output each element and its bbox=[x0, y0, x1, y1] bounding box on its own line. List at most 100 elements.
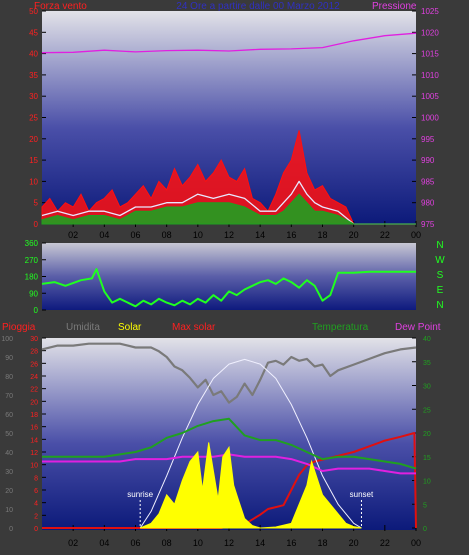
pioggia-tick-label: 6 bbox=[34, 488, 38, 495]
x-bottom-label: 22 bbox=[380, 538, 390, 548]
pioggia-tick-label: 22 bbox=[30, 387, 38, 394]
compass-label: E bbox=[437, 285, 444, 296]
pioggia-tick-label: 16 bbox=[30, 425, 38, 432]
temp-tick-label: 5 bbox=[423, 502, 427, 509]
sunset-label: sunset bbox=[350, 490, 374, 499]
umidita-tick-label: 30 bbox=[5, 469, 13, 476]
x-bottom-label: 20 bbox=[349, 538, 359, 548]
direction-tick-label: 360 bbox=[25, 239, 39, 248]
series-direzione-vento bbox=[41, 268, 416, 308]
pioggia-tick-label: 12 bbox=[30, 450, 38, 457]
series-max-solar bbox=[139, 358, 362, 529]
pioggia-tick-label: 26 bbox=[30, 361, 38, 368]
x-bottom-label: 08 bbox=[162, 538, 172, 548]
pioggia-tick-label: 0 bbox=[34, 526, 38, 533]
x-top-label: 04 bbox=[99, 230, 109, 240]
temp-tick-label: 30 bbox=[423, 384, 431, 391]
pioggia-tick-label: 4 bbox=[34, 501, 38, 508]
y-right-tick-label: 1015 bbox=[421, 50, 439, 59]
series-umidita bbox=[41, 342, 417, 404]
umidita-tick-label: 100 bbox=[1, 336, 13, 343]
pioggia-tick-label: 28 bbox=[30, 349, 38, 356]
x-top-label: 12 bbox=[224, 230, 234, 240]
bottom-legend-label: Solar bbox=[118, 322, 142, 333]
umidita-tick-label: 70 bbox=[5, 393, 13, 400]
series-forza-vento bbox=[41, 130, 416, 225]
pioggia-tick-label: 18 bbox=[30, 412, 38, 419]
x-bottom-label: 00 bbox=[411, 538, 421, 548]
series-temperatura bbox=[42, 417, 417, 470]
x-bottom-label: 14 bbox=[255, 538, 265, 548]
x-bottom-label: 04 bbox=[99, 538, 109, 548]
temp-tick-label: 15 bbox=[423, 455, 431, 462]
bottom-legend-label: Pioggia bbox=[2, 322, 36, 333]
umidita-tick-label: 80 bbox=[5, 374, 13, 381]
y-right-tick-label: 1000 bbox=[421, 114, 439, 123]
y-left-tick-label: 5 bbox=[34, 199, 39, 208]
pioggia-tick-label: 10 bbox=[30, 463, 38, 470]
x-top-label: 06 bbox=[130, 230, 140, 240]
y-left-tick-label: 0 bbox=[34, 220, 39, 229]
series-pressione bbox=[41, 32, 417, 54]
x-bottom-label: 16 bbox=[286, 538, 296, 548]
temp-tick-label: 20 bbox=[423, 431, 431, 438]
y-right-tick-label: 1020 bbox=[421, 28, 439, 37]
compass-label: N bbox=[436, 240, 443, 251]
x-top-label: 18 bbox=[317, 230, 327, 240]
x-top-label: 08 bbox=[162, 230, 172, 240]
x-top-label: 00 bbox=[411, 230, 421, 240]
pioggia-tick-label: 30 bbox=[30, 336, 38, 343]
pioggia-tick-label: 8 bbox=[34, 475, 38, 482]
bottom-legend-label: Umidita bbox=[66, 322, 100, 333]
pioggia-tick-label: 14 bbox=[30, 437, 38, 444]
x-top-label: 14 bbox=[255, 230, 265, 240]
y-left-tick-label: 20 bbox=[29, 135, 38, 144]
temp-tick-label: 25 bbox=[423, 407, 431, 414]
series-raffica bbox=[41, 180, 416, 225]
x-top-label: 10 bbox=[193, 230, 203, 240]
compass-label: W bbox=[435, 255, 445, 266]
umidita-tick-label: 90 bbox=[5, 355, 13, 362]
x-bottom-label: 02 bbox=[68, 538, 78, 548]
umidita-tick-label: 60 bbox=[5, 412, 13, 419]
direction-tick-label: 270 bbox=[25, 256, 39, 265]
umidita-tick-label: 10 bbox=[5, 507, 13, 514]
temp-tick-label: 40 bbox=[423, 336, 431, 343]
y-right-tick-label: 980 bbox=[421, 199, 435, 208]
y-right-tick-label: 1005 bbox=[421, 92, 439, 101]
pioggia-tick-label: 24 bbox=[30, 374, 38, 381]
temp-tick-label: 0 bbox=[423, 526, 427, 533]
compass-label: N bbox=[436, 300, 443, 311]
top-chart-title: 24 Ore a partire dalle 00 Marzo 2012 bbox=[176, 1, 340, 12]
y-left-tick-label: 25 bbox=[29, 114, 38, 123]
y-left-tick-label: 35 bbox=[29, 71, 38, 80]
y-right-tick-label: 990 bbox=[421, 156, 435, 165]
y-left-tick-label: 40 bbox=[29, 50, 38, 59]
bottom-legend-label: Max solar bbox=[172, 322, 216, 333]
top-left-axis-title: Forza vento bbox=[34, 1, 87, 12]
y-left-tick-label: 15 bbox=[29, 156, 38, 165]
x-top-label: 02 bbox=[68, 230, 78, 240]
temp-tick-label: 10 bbox=[423, 479, 431, 486]
umidita-tick-label: 50 bbox=[5, 431, 13, 438]
series-solar bbox=[140, 442, 362, 529]
x-top-label: 22 bbox=[380, 230, 390, 240]
bottom-legend-label: Temperatura bbox=[312, 322, 369, 333]
temp-tick-label: 35 bbox=[423, 360, 431, 367]
bottom-legend-label: Dew Point bbox=[395, 322, 441, 333]
direction-tick-label: 0 bbox=[34, 306, 39, 315]
x-top-label: 20 bbox=[349, 230, 359, 240]
y-left-tick-label: 10 bbox=[29, 177, 38, 186]
compass-label: S bbox=[437, 270, 444, 281]
y-right-tick-label: 1010 bbox=[421, 71, 439, 80]
pioggia-tick-label: 20 bbox=[30, 399, 38, 406]
direction-tick-label: 180 bbox=[25, 273, 39, 282]
sunrise-label: sunrise bbox=[127, 490, 153, 499]
y-left-tick-label: 45 bbox=[29, 28, 38, 37]
y-right-tick-label: 995 bbox=[421, 135, 435, 144]
y-right-tick-label: 975 bbox=[421, 220, 435, 229]
y-left-tick-label: 30 bbox=[29, 92, 38, 101]
umidita-tick-label: 20 bbox=[5, 488, 13, 495]
x-bottom-label: 18 bbox=[317, 538, 327, 548]
